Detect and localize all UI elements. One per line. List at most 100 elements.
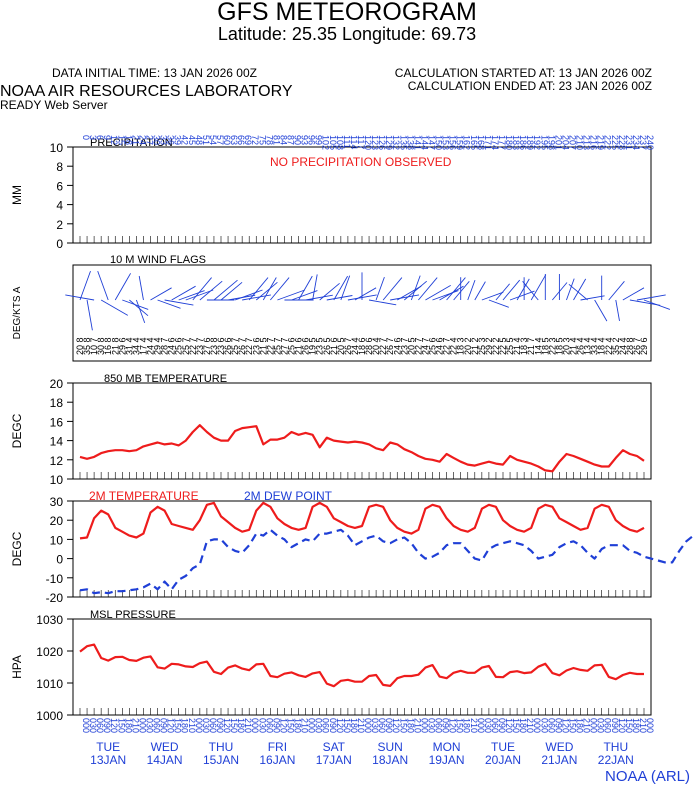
- wind-barb: [312, 274, 318, 301]
- t850-ytick-label: 12: [50, 454, 64, 468]
- wind-barb: [622, 287, 645, 301]
- wind-barb: [425, 285, 451, 301]
- forecast-hour-label: 234: [631, 135, 641, 150]
- wind-barb: [157, 299, 181, 309]
- wind-barb: [270, 277, 290, 301]
- forecast-hour-label: 174: [490, 135, 500, 150]
- wind-barb: [566, 278, 575, 301]
- wind-label: 22 4: [449, 337, 459, 355]
- wind-barb: [568, 283, 588, 301]
- wind-barb: [178, 290, 205, 301]
- wind-barb: [86, 299, 93, 331]
- wind-barb: [509, 290, 535, 301]
- forecast-hour-label: 42: [180, 135, 190, 145]
- wind-barb: [615, 299, 620, 321]
- forecast-hour-label: 75: [257, 135, 267, 145]
- mslp-title: MSL PRESSURE: [90, 609, 176, 621]
- forecast-hour-label: 204: [560, 135, 570, 150]
- t2m-ytick-label: 10: [50, 533, 64, 547]
- wind-label: 18 4: [597, 337, 607, 355]
- forecast-hour-label: 183: [511, 135, 521, 150]
- wind-barb: [340, 275, 351, 301]
- mslp-ytick-label: 1030: [36, 613, 63, 627]
- wind-barb: [65, 294, 95, 301]
- wind-label: 28 8: [625, 337, 635, 355]
- forecast-hour-label: 102: [321, 135, 331, 150]
- wind-barb: [467, 279, 476, 301]
- wind-label: 25 6: [287, 337, 297, 355]
- forecast-hour-label: 6: [95, 135, 105, 140]
- forecast-hour-label: 72: [250, 135, 260, 145]
- utc-hour-label: 210: [469, 718, 479, 733]
- forecast-hour-label: 36: [166, 135, 176, 145]
- wind-barb: [474, 281, 486, 301]
- wind-label: 20 3: [562, 337, 572, 355]
- utc-hour-label: 090: [497, 718, 507, 733]
- utc-hour-label: 180: [236, 718, 246, 733]
- wind-label: 24 6: [435, 337, 445, 355]
- forecast-hour-label: 33: [159, 135, 169, 145]
- forecast-hour-label: 129: [384, 135, 394, 150]
- t2m-ytick-label: 0: [56, 553, 63, 567]
- wind-label: 26 7: [237, 337, 247, 355]
- forecast-hour-label: 225: [610, 135, 620, 150]
- forecast-hour-label: 189: [525, 135, 535, 150]
- utc-hour-label: 000: [194, 718, 204, 733]
- wind-barb: [390, 294, 420, 301]
- utc-hour-label: 180: [405, 718, 415, 733]
- forecast-hour-label: 231: [624, 135, 634, 150]
- utc-hour-label: 030: [539, 718, 549, 733]
- utc-hour-label: 000: [589, 718, 599, 733]
- forecast-hour-label: 105: [328, 135, 338, 150]
- wind-barb: [185, 289, 214, 301]
- page-subtitle: Latitude: 25.35 Longitude: 69.73: [217, 24, 477, 44]
- utc-hour-label: 150: [229, 718, 239, 733]
- day-of-week-label: THU: [209, 740, 234, 754]
- day-of-week-label: MON: [433, 740, 461, 754]
- t850-title: 850 MB TEMPERATURE: [104, 373, 227, 385]
- t2m-ytick-label: 20: [50, 514, 64, 528]
- utc-hour-label: 030: [426, 718, 436, 733]
- wind-ylabel: DEG/KTS A: [12, 286, 23, 339]
- utc-hour-label: 210: [300, 718, 310, 733]
- utc-hour-label: 090: [159, 718, 169, 733]
- wind-label: 18 3: [456, 337, 466, 355]
- wind-label: 33 4: [590, 337, 600, 355]
- day-of-week-label: FRI: [268, 740, 287, 754]
- wind-barb: [522, 281, 539, 301]
- forecast-hour-label: 171: [483, 135, 493, 150]
- forecast-hour-label: 123: [370, 135, 380, 150]
- wind-label: 18 6: [357, 337, 367, 355]
- wind-label: 26 5: [322, 337, 332, 355]
- wind-label: 16 8: [103, 337, 113, 355]
- forecast-hour-label: 18: [123, 135, 133, 145]
- wind-label: 21 6: [294, 337, 304, 355]
- t850-panel-frame: [72, 382, 652, 480]
- forecast-hour-label: 222: [603, 135, 613, 150]
- wind-barb: [636, 294, 666, 301]
- forecast-hour-label: 51: [201, 135, 211, 145]
- wind-label: 25 5: [505, 337, 515, 355]
- wind-label: 24 7: [420, 337, 430, 355]
- wind-label: 24 6: [392, 337, 402, 355]
- utc-hour-label: 210: [130, 718, 140, 733]
- wind-label: 35 8: [82, 337, 92, 355]
- forecast-hour-label: 237: [638, 135, 648, 150]
- wind-label: 26 6: [223, 337, 233, 355]
- utc-hour-label: 210: [582, 718, 592, 733]
- wind-label: 24 6: [167, 337, 177, 355]
- wind-label: 21 8: [110, 337, 120, 355]
- wind-label: 21 4: [569, 337, 579, 355]
- day-date-label: 14JAN: [147, 753, 183, 767]
- wind-label: 28 6: [364, 337, 374, 355]
- forecast-hour-label: 159: [455, 135, 465, 150]
- calc-started: CALCULATION STARTED AT: 13 JAN 2026 00Z: [394, 66, 652, 80]
- day-of-week-label: THU: [603, 740, 628, 754]
- day-of-week-label: TUE: [491, 740, 515, 754]
- wind-barb: [502, 279, 521, 301]
- wind-barb: [516, 278, 530, 301]
- wind-barb: [248, 277, 269, 301]
- utc-hour-label: 120: [109, 718, 119, 733]
- utc-hour-label: 060: [152, 718, 162, 733]
